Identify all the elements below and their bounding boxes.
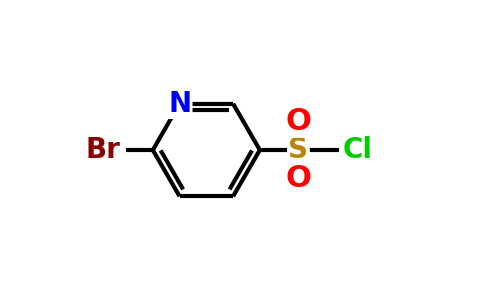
Text: O: O <box>286 164 311 193</box>
Text: Br: Br <box>85 136 120 164</box>
Text: N: N <box>168 90 191 118</box>
Text: S: S <box>288 136 308 164</box>
Text: O: O <box>286 107 311 136</box>
Text: Cl: Cl <box>343 136 373 164</box>
